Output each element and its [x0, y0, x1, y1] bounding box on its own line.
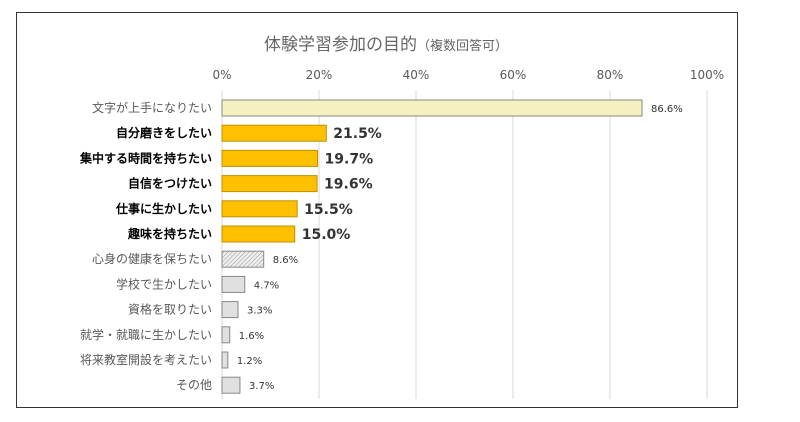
value-label: 19.7% [325, 151, 374, 167]
value-label: 1.6% [239, 331, 264, 342]
category-label: 自信をつけたい [128, 176, 212, 191]
bars [221, 99, 643, 394]
bar [221, 175, 318, 193]
value-label: 3.7% [249, 381, 274, 392]
value-label: 21.5% [333, 126, 382, 142]
chart-title: 体験学習参加の目的 [264, 35, 417, 55]
category-label: 心身の健康を保ちたい [92, 251, 212, 266]
bar [221, 149, 319, 167]
category-label: 資格を取りたい [128, 302, 212, 317]
category-labels: 文字が上手になりたい自分磨きをしたい集中する時間を持ちたい自信をつけたい仕事に生… [79, 100, 212, 392]
x-axis-ticks: 0% 20% 40% 60% 80% 100% [212, 68, 724, 82]
category-label: 自分磨きをしたい [116, 125, 212, 140]
category-label: その他 [176, 378, 212, 392]
bar [221, 275, 246, 293]
bar [221, 351, 229, 369]
category-label: 就学・就職に生かしたい [80, 327, 212, 342]
x-tick-label: 80% [597, 68, 624, 82]
bar [221, 376, 241, 394]
value-label: 86.6% [651, 104, 683, 115]
bar [221, 250, 265, 268]
value-label: 15.5% [304, 202, 353, 218]
chart-frame: 体験学習参加の目的 （複数回答可） 0% 20% 40% 60% 80% 100% 文字が… [16, 12, 738, 408]
category-label: 将来教室開設を考えたい [80, 352, 212, 367]
value-label: 19.6% [324, 177, 373, 193]
x-tick-label: 40% [403, 68, 430, 82]
bar [221, 124, 327, 142]
x-tick-label: 20% [306, 68, 333, 82]
x-tick-label: 60% [500, 68, 527, 82]
category-label: 学校で生かしたい [116, 276, 212, 291]
x-tick-label: 0% [212, 68, 231, 82]
bar [221, 301, 239, 319]
value-label: 1.2% [237, 356, 262, 367]
value-label: 15.0% [302, 227, 351, 243]
x-tick-label: 100% [690, 68, 724, 82]
category-label: 集中する時間を持ちたい [79, 150, 212, 165]
chart-subtitle: （複数回答可） [417, 38, 508, 54]
value-label: 8.6% [273, 255, 298, 266]
bar [221, 200, 298, 218]
bar [221, 326, 231, 344]
value-label: 4.7% [254, 280, 279, 291]
value-labels: 86.6% 21.5% 19.7% 19.6% 15.5% 15.0% 8.6% 4.7% 3.… [237, 104, 683, 392]
bar-chart: 体験学習参加の目的 （複数回答可） 0% 20% 40% 60% 80% 100% 文字が… [79, 35, 724, 399]
category-label: 文字が上手になりたい [92, 100, 212, 115]
category-label: 趣味を持ちたい [127, 226, 212, 241]
bar [221, 99, 643, 117]
bar [221, 225, 296, 243]
category-label: 仕事に生かしたい [115, 201, 212, 216]
value-label: 3.3% [247, 306, 272, 317]
